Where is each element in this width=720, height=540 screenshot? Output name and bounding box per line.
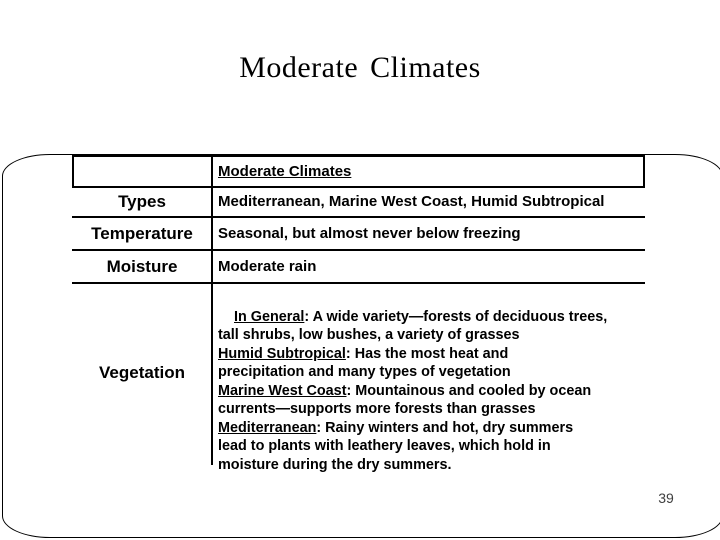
page-number: 39 [658, 490, 674, 506]
row-value-moisture: Moderate rain [218, 258, 317, 275]
vegetation-term-marine-west-coast: Marine West Coast [218, 382, 347, 399]
row-value-types: Mediterranean, Marine West Coast, Humid … [218, 193, 605, 210]
table-header-left-border [72, 155, 74, 188]
vegetation-text-mediterranean: : Rainy winters and hot, dry summers lea… [218, 419, 574, 473]
decorative-rounded-border [2, 154, 720, 538]
slide-title: Moderate Climates [239, 51, 481, 84]
row-label-types: Types [118, 192, 166, 211]
table-header-right-border [643, 155, 645, 188]
table-top-border [72, 155, 645, 157]
row-label-vegetation: Vegetation [99, 363, 185, 382]
row-value-temperature: Seasonal, but almost never below freezin… [218, 225, 521, 242]
vegetation-text-humid-subtropical: : Has the most heat and precipitation an… [218, 345, 511, 381]
vegetation-term-mediterranean: Mediterranean [218, 419, 317, 436]
table-column-divider [211, 155, 213, 465]
table-separator-below-moisture [72, 282, 645, 284]
table-separator-below-types [72, 216, 645, 218]
table-header-title: Moderate Climates [218, 163, 352, 180]
table-separator-below-temperature [72, 249, 645, 251]
vegetation-text-marine-west-coast: : Mountainous and cooled by ocean curren… [218, 382, 592, 418]
table-header-bottom-border [72, 186, 645, 188]
vegetation-text-in-general: : A wide variety—forests of deciduous tr… [218, 308, 608, 344]
row-label-temperature: Temperature [91, 224, 193, 243]
row-label-moisture: Moisture [106, 257, 178, 276]
vegetation-term-humid-subtropical: Humid Subtropical [218, 345, 346, 362]
row-value-vegetation: In General: A wide variety—forests of de… [218, 289, 654, 493]
vegetation-term-in-general: In General [234, 308, 305, 325]
